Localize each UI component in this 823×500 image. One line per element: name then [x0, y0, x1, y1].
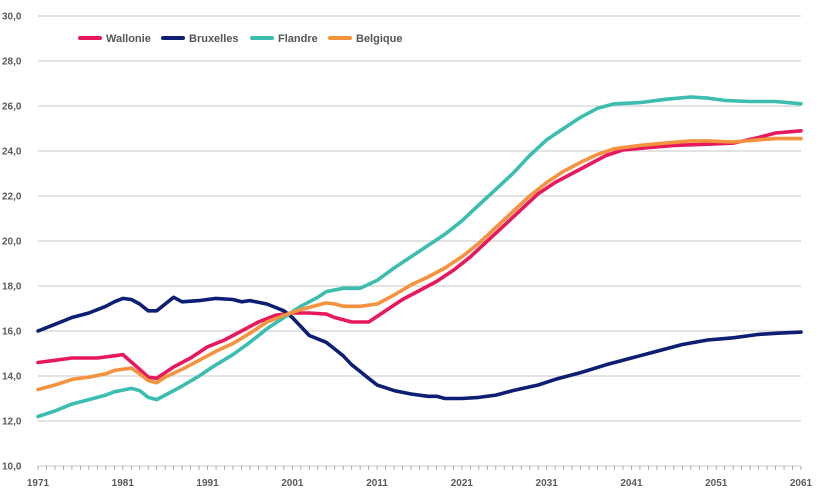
- x-tick-label: 1971: [27, 478, 50, 489]
- x-tick-label: 1991: [196, 478, 219, 489]
- y-tick-label: 18,0: [2, 282, 22, 293]
- series-line-bruxelles: [36, 295, 803, 401]
- legend-label: Bruxelles: [189, 33, 239, 45]
- x-tick-label: 2041: [620, 478, 643, 489]
- legend-label: Belgique: [356, 33, 402, 45]
- legend: Wallonie Bruxelles Flandre Belgique: [78, 33, 402, 45]
- series-line-wallonie: [36, 129, 803, 381]
- x-tick-label: 1981: [112, 478, 135, 489]
- y-tick-label: 14,0: [2, 372, 22, 383]
- legend-label: Wallonie: [106, 33, 151, 45]
- x-tick-label: 2031: [536, 478, 559, 489]
- x-tick-label: 2011: [366, 478, 388, 489]
- y-tick-label: 20,0: [2, 237, 22, 248]
- y-tick-label: 28,0: [2, 57, 22, 68]
- y-tick-label: 12,0: [2, 417, 22, 428]
- x-tick-label: 2001: [281, 478, 304, 489]
- series-lines: [36, 95, 803, 419]
- y-tick-label: 26,0: [2, 102, 22, 113]
- series-line-belgique: [36, 136, 803, 392]
- x-tick-label: 2061: [790, 478, 813, 489]
- y-tick-label: 30,0: [2, 12, 22, 23]
- x-tick-label: 2021: [451, 478, 474, 489]
- series-line-flandre: [36, 95, 803, 419]
- x-axis: 1971 1981 1991 2001 2011 2021 2031 2041 2051 2061: [27, 466, 813, 489]
- legend-label: Flandre: [278, 33, 318, 45]
- x-tick-label: 2051: [705, 478, 728, 489]
- y-tick-label: 24,0: [2, 147, 22, 158]
- y-tick-label: 22,0: [2, 192, 22, 203]
- y-tick-label: 16,0: [2, 327, 22, 338]
- y-axis-tick-labels: 10,0 12,0 14,0 16,0 18,0 20,0 22,0 24,0 26,0 28,0…: [2, 12, 22, 473]
- y-tick-label: 10,0: [2, 462, 22, 473]
